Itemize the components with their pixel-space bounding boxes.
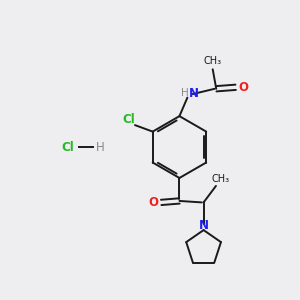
Text: Cl: Cl	[61, 141, 74, 154]
Text: O: O	[148, 196, 158, 209]
Text: Cl: Cl	[123, 113, 136, 126]
Text: N: N	[199, 219, 208, 232]
Text: H: H	[96, 141, 104, 154]
Text: CH₃: CH₃	[211, 174, 230, 184]
Text: N: N	[189, 87, 199, 100]
Text: CH₃: CH₃	[204, 56, 222, 66]
Text: H: H	[181, 88, 189, 98]
Text: O: O	[238, 81, 248, 94]
